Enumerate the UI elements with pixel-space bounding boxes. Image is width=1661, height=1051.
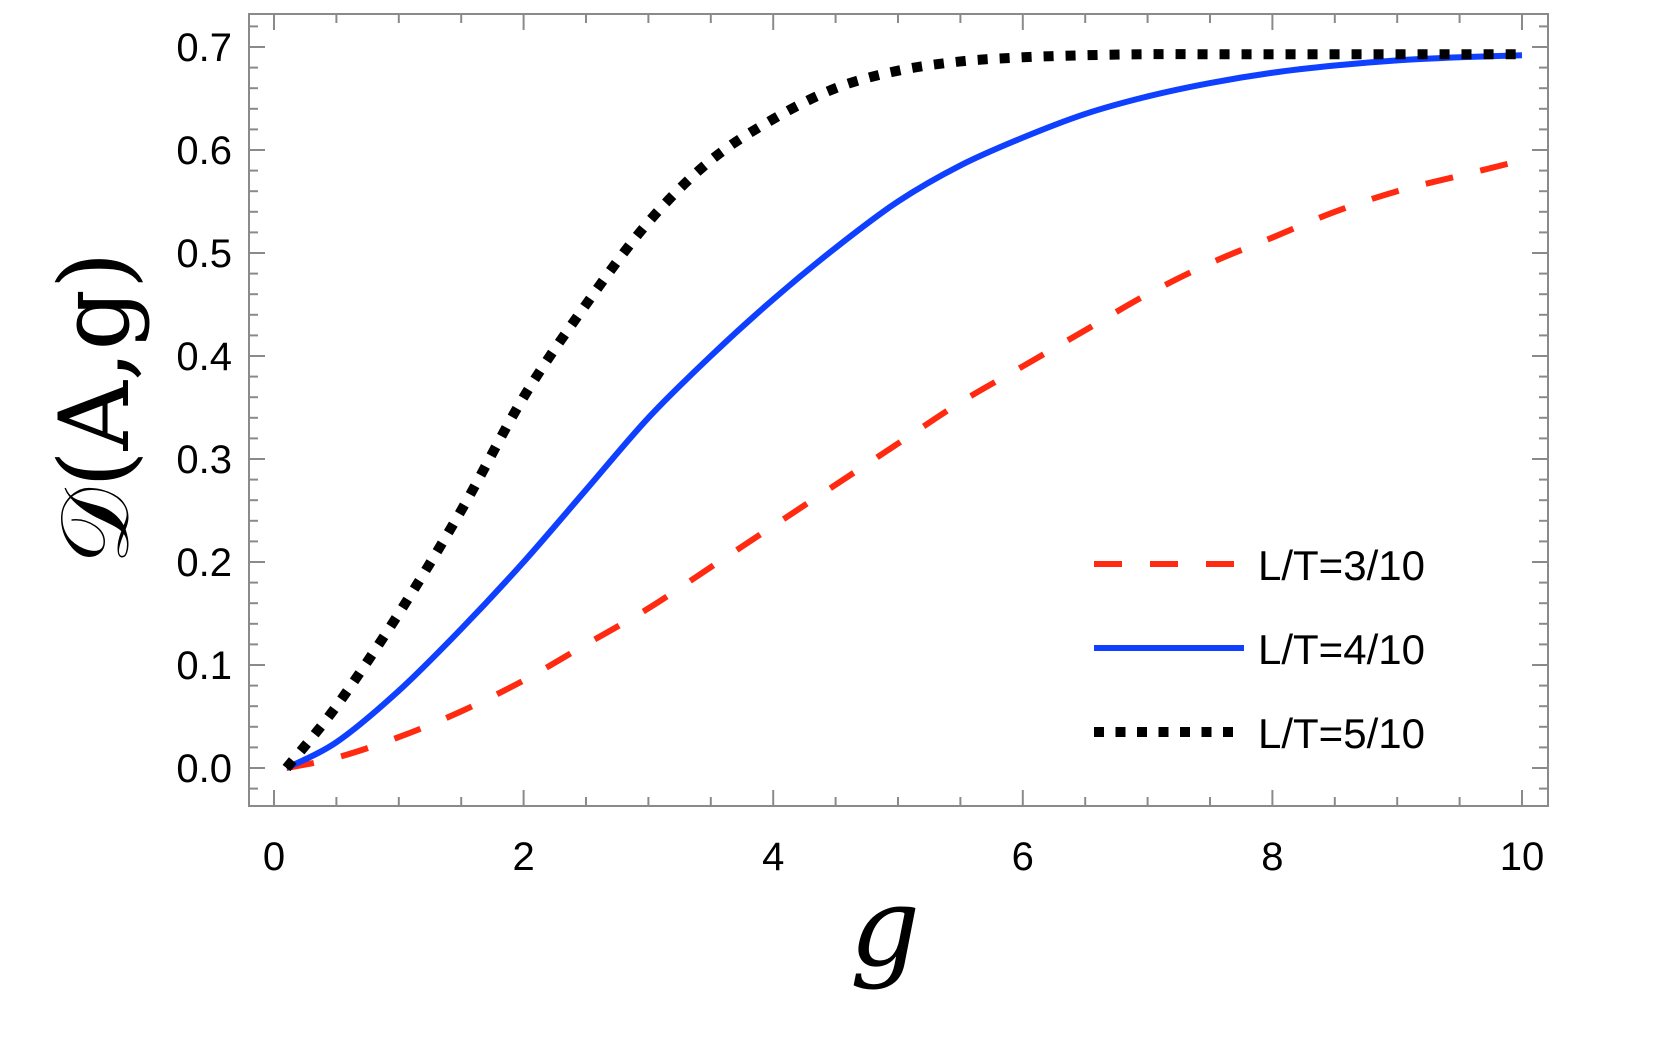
y-tick-label: 0.5	[176, 232, 232, 276]
x-tick-label: 6	[1012, 835, 1034, 879]
legend-label: L/T=3/10	[1258, 542, 1425, 589]
x-axis-title: g	[850, 863, 920, 991]
axis-ticks	[249, 14, 1548, 806]
y-tick-label: 0.2	[176, 541, 232, 585]
y-tick-label: 0.4	[176, 335, 232, 379]
series-line-dotted	[282, 49, 1522, 772]
data-series	[282, 49, 1523, 772]
y-tick-label: 0.0	[176, 747, 232, 791]
x-tick-label: 8	[1261, 835, 1283, 879]
series-line-dashed	[285, 157, 1523, 771]
y-tick-label: 0.6	[176, 129, 232, 173]
legend-label: L/T=5/10	[1258, 710, 1425, 757]
y-axis-title: 𝒟(A,g)	[39, 252, 151, 565]
x-tick-label: 4	[762, 835, 784, 879]
legend-label: L/T=4/10	[1258, 626, 1425, 673]
series-line-solid	[285, 52, 1523, 771]
x-tick-label: 2	[512, 835, 534, 879]
y-tick-label: 0.1	[176, 644, 232, 688]
x-tick-label: 0	[263, 835, 285, 879]
plot-frame	[248, 13, 1549, 807]
y-tick-label: 0.7	[176, 26, 232, 70]
y-tick-label: 0.3	[176, 438, 232, 482]
x-tick-label: 10	[1500, 835, 1545, 879]
axis-tick-labels: 0 2 4 6 8 10 0.0 0.1 0.2 0.3 0.4 0.5 0.6 0.7	[176, 26, 1544, 879]
legend: L/T=3/10 L/T=4/10 L/T=5/10	[1094, 542, 1425, 757]
